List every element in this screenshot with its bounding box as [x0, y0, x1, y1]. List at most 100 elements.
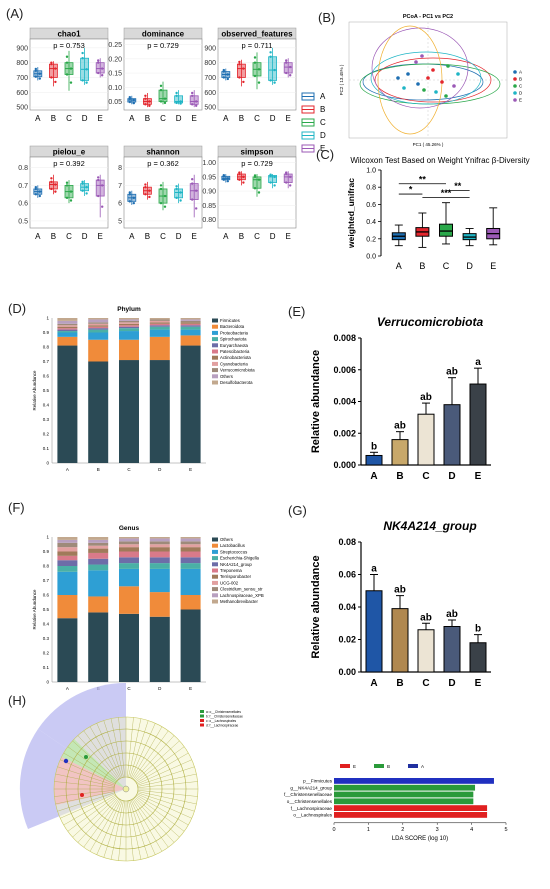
phylum-legend-label: Spirochaetota — [220, 337, 247, 342]
genus-segment — [88, 545, 109, 549]
alpha-box — [189, 95, 199, 105]
alpha-point — [85, 68, 88, 71]
phylum-segment — [119, 319, 139, 321]
genus-xtick-label: C — [127, 686, 131, 691]
alpha-box — [283, 173, 293, 183]
alpha-ytick-label: 0.05 — [108, 99, 122, 106]
genus-segment — [57, 618, 78, 682]
alpha-ytick-label: 0.20 — [108, 56, 122, 63]
wilcoxon-ytick-label: 0.2 — [366, 236, 376, 243]
pcoa-ellipse — [371, 27, 469, 109]
alpha-pvalue: p = 0.392 — [53, 159, 85, 168]
alpha-point — [175, 185, 178, 188]
verruco-sig-letter: ab — [394, 421, 406, 432]
phylum-segment — [180, 319, 201, 321]
genus-xtick-label: D — [158, 686, 162, 691]
genus-segment — [180, 537, 201, 539]
alpha-xtick-label: B — [51, 114, 56, 123]
phylum-segment — [88, 329, 109, 333]
pcoa-point — [456, 72, 460, 76]
alpha-point — [128, 100, 131, 104]
clado-branch — [134, 740, 180, 782]
clado-branch — [133, 797, 175, 843]
alpha-point — [85, 185, 88, 189]
phylum-segment — [57, 345, 78, 463]
pcoa-panel: PCoA - PC1 vs PC2 PC1 ( 45.26% ) PC2 ( 13.… — [339, 14, 523, 147]
pcoa-point — [414, 60, 418, 64]
clado-branch — [54, 790, 115, 797]
alpha-ytick-label: 0.7 — [18, 183, 28, 190]
phylum-segment — [119, 325, 139, 327]
genus-panel: Genus 0 0.1 0.2 0.3 0.4 0.5 0.6 0.7 0.8 0.9 1 Relati… — [32, 525, 264, 691]
alpha-point — [144, 97, 147, 100]
panel-label-c: (C) — [316, 147, 335, 162]
alpha-xtick-label: E — [98, 114, 103, 123]
phylum-ytick-label: 0.6 — [43, 374, 50, 379]
genus-segment — [180, 544, 201, 548]
alpha-point — [50, 76, 53, 79]
alpha-xtick-label: C — [66, 114, 72, 123]
nk4a-panel: NK4A214_group 0.00 0.02 0.04 0.06 0.08 Relativ… — [310, 519, 491, 689]
alpha-point — [85, 81, 88, 84]
alpha-point — [285, 171, 288, 174]
alpha-point — [285, 59, 288, 62]
alpha-point — [65, 181, 69, 184]
phylum-xtick-label: D — [158, 467, 162, 472]
lda-feature-label: f__Lachnospiraceae — [291, 806, 333, 811]
alpha-point — [257, 178, 261, 181]
genus-segment — [180, 609, 201, 682]
alpha-point — [257, 81, 261, 84]
alpha-point — [132, 201, 135, 205]
nk4a-sig-letter: a — [371, 564, 377, 575]
alpha-point — [285, 71, 288, 75]
verruco-bar — [391, 439, 409, 466]
genus-segment — [119, 538, 139, 542]
nk4a-ytick-label: 0.08 — [338, 537, 356, 547]
alpha-point — [81, 182, 84, 185]
phylum-ytick-label: 0.8 — [43, 345, 50, 350]
alpha-ytick-label: 0.15 — [108, 71, 122, 78]
phylum-legend-swatch — [212, 318, 218, 323]
genus-segment — [180, 568, 201, 595]
clado-branch — [134, 796, 180, 838]
wilcoxon-xtick-label: A — [396, 261, 402, 271]
verruco-bar — [469, 383, 487, 466]
lda-xtick-label: 0 — [332, 827, 335, 833]
genus-segment — [180, 538, 201, 542]
nk4a-sig-letter: ab — [446, 609, 458, 620]
wilcoxon-xtick-label: B — [419, 261, 425, 271]
genus-segment — [57, 547, 78, 552]
alpha-point — [101, 74, 104, 77]
phylum-segment — [149, 326, 170, 330]
alpha-point — [81, 189, 84, 192]
clado-branch — [60, 759, 116, 785]
alpha-xtick-label: B — [239, 232, 244, 241]
pcoa-point — [422, 88, 426, 92]
lda-xtick-label: 1 — [367, 827, 370, 833]
clado-branch — [127, 717, 134, 778]
genus-ytick-label: 0.3 — [43, 636, 50, 641]
genus-segment — [180, 595, 201, 610]
alpha-point — [163, 205, 167, 208]
alpha-point — [289, 184, 292, 187]
phylum-legend-swatch — [212, 368, 218, 373]
clado-branch — [137, 792, 195, 812]
lda-legend-label: E — [353, 764, 356, 769]
alpha-point — [148, 195, 151, 199]
alpha-xtick-label: A — [223, 232, 229, 241]
verruco-xtick-label: C — [422, 471, 429, 482]
alpha-point — [159, 187, 163, 191]
verruco-sig-letter: ab — [420, 392, 432, 403]
alpha-box — [174, 95, 184, 104]
genus-ytick-label: 0.9 — [43, 549, 50, 554]
alpha-point — [50, 61, 53, 64]
genus-legend-swatch — [212, 556, 218, 561]
alpha-point — [50, 180, 53, 184]
phylum-segment — [88, 319, 109, 323]
alpha-point — [242, 181, 245, 184]
lda-legend-label: A — [421, 764, 424, 769]
genus-ytick-label: 1 — [46, 535, 49, 540]
phylum-segment — [88, 318, 109, 320]
clado-branch — [72, 796, 118, 838]
